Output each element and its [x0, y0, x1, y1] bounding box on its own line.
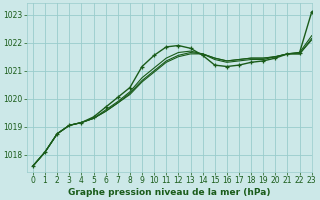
X-axis label: Graphe pression niveau de la mer (hPa): Graphe pression niveau de la mer (hPa)	[68, 188, 270, 197]
